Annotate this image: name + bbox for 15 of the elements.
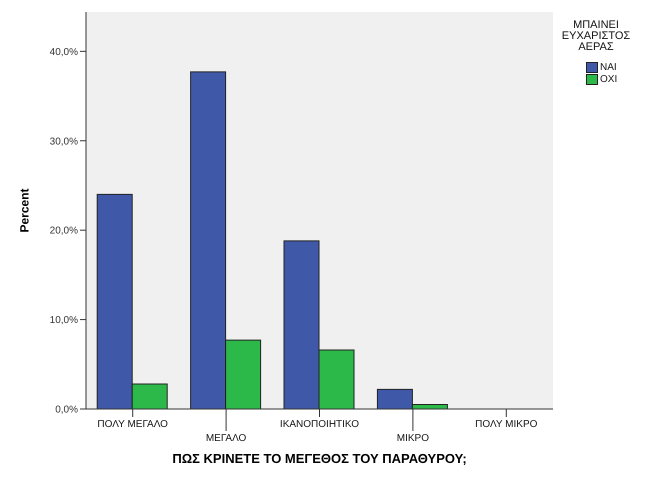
x-axis-title: ΠΩΣ ΚΡΙΝΕΤΕ ΤΟ ΜΕΓΕΘΟΣ ΤΟΥ ΠΑΡΑΘΥΡΟΥ; — [172, 451, 467, 466]
y-tick-label: 30,0% — [50, 136, 78, 148]
legend-label: ΝΑΙ — [600, 62, 617, 72]
x-tick-label: ΜΕΓΑΛΟ — [206, 433, 247, 444]
legend-title: ΜΠΑΙΝΕΙ ΕΥΧΑΡΙΣΤΟΣ ΑΕΡΑΣ — [560, 19, 632, 53]
y-axis-title: Percent — [17, 188, 32, 233]
x-tick-label: ΜΙΚΡΟ — [396, 433, 430, 444]
y-tick-label: 0,0% — [55, 404, 78, 416]
y-tick-label: 20,0% — [50, 226, 78, 237]
x-tick-label: ΠΟΛΥ ΜΕΓΑΛΟ — [97, 419, 168, 430]
legend-label: ΟΧΙ — [600, 74, 618, 84]
y-tick-label: 10,0% — [50, 315, 78, 326]
x-tick-label: ΠΟΛΥ ΜΙΚΡΟ — [475, 419, 538, 430]
x-tick-label: ΙΚΑΝΟΠΟΙΗΤΙΚΟ — [280, 419, 360, 430]
y-tick-label: 40,0% — [50, 46, 78, 58]
